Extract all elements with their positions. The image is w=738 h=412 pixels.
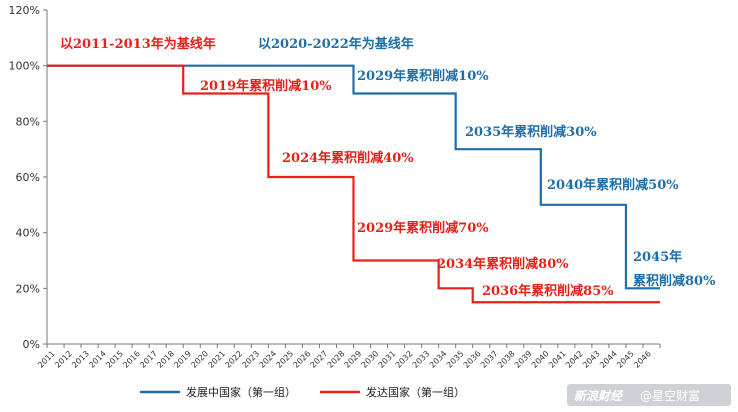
x-tick-label: 2022 xyxy=(223,349,244,370)
annotation-label: 2035年累积削减30% xyxy=(465,124,597,140)
x-tick-label: 2019 xyxy=(172,349,193,370)
x-tick-label: 2025 xyxy=(275,349,296,370)
x-tick-label: 2039 xyxy=(513,349,534,370)
annotation-label: 2024年累积削减40% xyxy=(282,150,414,166)
x-tick-label: 2037 xyxy=(479,349,500,370)
y-tick-label: 60% xyxy=(16,171,40,184)
x-tick-label: 2026 xyxy=(292,349,313,370)
x-tick-label: 2016 xyxy=(121,349,142,370)
watermark-text: @星空财富 xyxy=(640,388,700,403)
x-tick-label: 2040 xyxy=(530,349,551,370)
x-tick-label: 2020 xyxy=(189,349,210,370)
series-line-developed xyxy=(47,64,660,304)
x-tick-label: 2014 xyxy=(87,349,108,370)
x-tick-label: 2032 xyxy=(394,349,415,370)
y-tick-label: 20% xyxy=(16,282,40,295)
x-tick-label: 2045 xyxy=(615,349,636,370)
x-tick-label: 2041 xyxy=(547,349,568,370)
y-tick-label: 120% xyxy=(9,4,40,17)
watermark-logo: 新浪财经 xyxy=(574,389,624,403)
x-tick-label: 2031 xyxy=(377,349,398,370)
x-tick-label: 2034 xyxy=(428,349,449,370)
annotation-label: 2019年累积削减10% xyxy=(200,78,332,94)
x-tick-label: 2011 xyxy=(36,349,57,370)
x-tick-label: 2030 xyxy=(360,349,381,370)
x-tick-label: 2024 xyxy=(258,349,279,370)
annotation-label: 2029年累积削减70% xyxy=(357,220,489,236)
legend-label: 发展中国家（第一组） xyxy=(186,385,296,399)
annotation-label: 累积削减80% xyxy=(633,273,716,289)
x-tick-label: 2021 xyxy=(206,349,227,370)
legend-label: 发达国家（第一组） xyxy=(366,385,465,399)
x-tick-label: 2017 xyxy=(138,349,159,370)
x-tick-label: 2033 xyxy=(411,349,432,370)
x-tick-label: 2035 xyxy=(445,349,466,370)
x-tick-label: 2029 xyxy=(343,349,364,370)
x-tick-label: 2013 xyxy=(70,349,91,370)
y-tick-label: 80% xyxy=(16,115,40,128)
x-tick-label: 2015 xyxy=(104,349,125,370)
y-tick-label: 100% xyxy=(9,60,40,73)
watermark-background xyxy=(567,384,731,406)
watermark: 新浪财经 @星空财富 xyxy=(567,384,731,406)
x-tick-label: 2023 xyxy=(241,349,262,370)
annotation-label: 2040年累积削减50% xyxy=(547,177,679,193)
annotation-label: 以2020-2022年为基线年 xyxy=(258,36,414,52)
x-tick-label: 2042 xyxy=(564,349,585,370)
x-tick-label: 2027 xyxy=(309,349,330,370)
annotation-label: 2029年累积削减10% xyxy=(357,68,489,84)
x-tick-label: 2018 xyxy=(155,349,176,370)
x-tick-label: 2036 xyxy=(462,349,483,370)
annotation-label: 以2011-2013年为基线年 xyxy=(60,36,216,52)
x-tick-label: 2044 xyxy=(598,349,619,370)
y-tick-label: 0% xyxy=(23,338,40,351)
annotation-label: 2045年 xyxy=(633,249,682,265)
x-tick-label: 2038 xyxy=(496,349,517,370)
x-tick-label: 2043 xyxy=(581,349,602,370)
y-tick-label: 40% xyxy=(16,227,40,240)
annotation-label: 2034年累积削减80% xyxy=(437,256,569,272)
x-tick-label: 2012 xyxy=(53,349,74,370)
x-tick-label: 2046 xyxy=(632,349,653,370)
annotation-label: 2036年累积削减85% xyxy=(482,283,614,299)
x-tick-label: 2028 xyxy=(326,349,347,370)
